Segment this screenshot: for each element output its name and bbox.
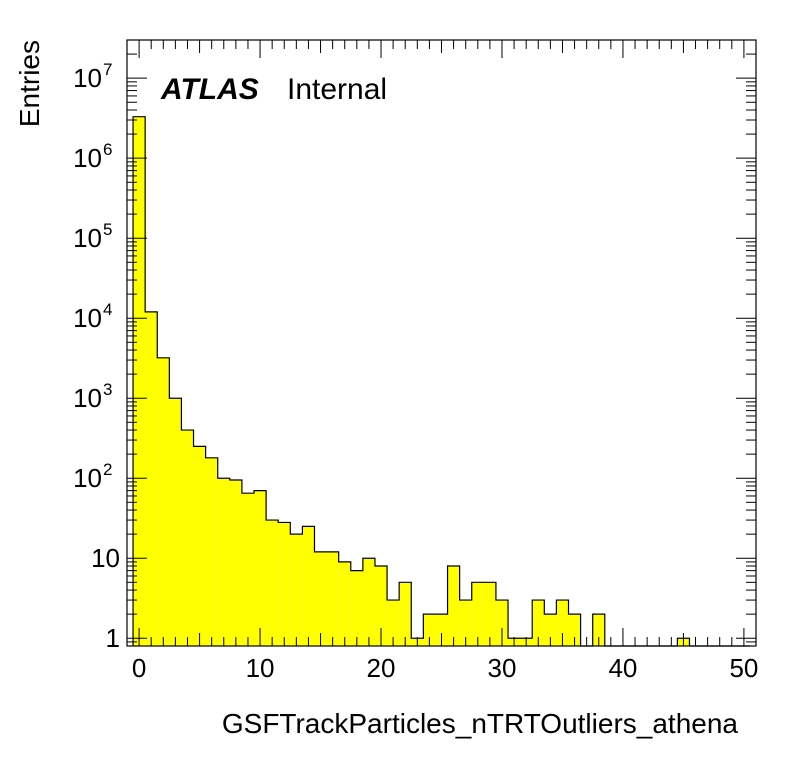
histogram-bin bbox=[423, 614, 436, 646]
y-tick-label: 10 bbox=[73, 63, 102, 93]
internal-label: Internal bbox=[287, 73, 387, 106]
x-tick-label: 10 bbox=[246, 653, 275, 683]
y-tick-label: 10 bbox=[73, 223, 102, 253]
histogram-bin bbox=[133, 116, 146, 647]
histogram-bin bbox=[254, 490, 267, 646]
x-tick-label: 40 bbox=[608, 653, 637, 683]
histogram-bin bbox=[362, 558, 375, 646]
x-axis-title: GSFTrackParticles_nTRTOutliers_athena bbox=[222, 708, 739, 739]
plot-frame bbox=[126, 39, 757, 647]
y-tick-label: 10 bbox=[91, 543, 120, 573]
y-tick-exponent: 4 bbox=[103, 300, 112, 319]
y-tick-label: 10 bbox=[73, 143, 102, 173]
histogram-bin bbox=[266, 520, 279, 646]
histogram-bin bbox=[302, 526, 315, 646]
histogram-bin bbox=[290, 534, 303, 646]
histogram-bin bbox=[387, 600, 400, 646]
histogram-bin bbox=[181, 430, 194, 646]
histogram-bin bbox=[145, 311, 158, 646]
y-tick-label: 10 bbox=[73, 303, 102, 333]
histogram-bin bbox=[350, 570, 363, 646]
atlas-label: ATLAS bbox=[160, 73, 259, 106]
y-tick-exponent: 2 bbox=[103, 460, 112, 479]
histogram-bin bbox=[592, 614, 605, 646]
histogram-bin bbox=[568, 614, 581, 646]
histogram-bin bbox=[399, 582, 412, 646]
y-tick-label: 10 bbox=[73, 463, 102, 493]
x-tick-label: 50 bbox=[729, 653, 758, 683]
histogram-bin bbox=[447, 565, 460, 646]
histogram-bin bbox=[556, 600, 569, 646]
histogram-bin bbox=[169, 398, 182, 646]
histogram-bin bbox=[157, 357, 170, 646]
x-tick-label: 0 bbox=[132, 653, 146, 683]
histogram-bin bbox=[374, 565, 388, 646]
histogram-bin bbox=[217, 478, 230, 646]
histogram-bin bbox=[278, 522, 291, 646]
y-tick-exponent: 3 bbox=[103, 380, 112, 399]
histogram-bars bbox=[132, 116, 750, 647]
x-tick-label: 30 bbox=[488, 653, 517, 683]
histogram-bin bbox=[326, 551, 339, 646]
histogram-bin bbox=[459, 600, 472, 646]
histogram-bin bbox=[532, 600, 545, 646]
histogram-bin bbox=[314, 551, 327, 646]
histogram-outline bbox=[132, 116, 750, 647]
y-axis-title: Entries bbox=[14, 40, 45, 127]
histogram-bin bbox=[544, 614, 557, 646]
y-tick-exponent: 6 bbox=[103, 140, 112, 159]
axis-ticks bbox=[126, 39, 757, 647]
histogram-bin bbox=[495, 600, 509, 646]
y-tick-label: 10 bbox=[73, 383, 102, 413]
y-tick-label: 1 bbox=[106, 623, 120, 653]
x-tick-label: 20 bbox=[367, 653, 396, 683]
histogram-bin bbox=[193, 446, 206, 646]
histogram-bin bbox=[241, 493, 255, 646]
histogram-bin bbox=[471, 582, 484, 646]
histogram-bin bbox=[205, 457, 218, 646]
histogram-bin bbox=[435, 614, 448, 646]
y-tick-exponent: 7 bbox=[103, 60, 112, 79]
histogram-bin bbox=[229, 480, 242, 646]
histogram-bin bbox=[483, 582, 496, 646]
y-tick-exponent: 5 bbox=[103, 220, 112, 239]
histogram-bin bbox=[338, 561, 351, 646]
